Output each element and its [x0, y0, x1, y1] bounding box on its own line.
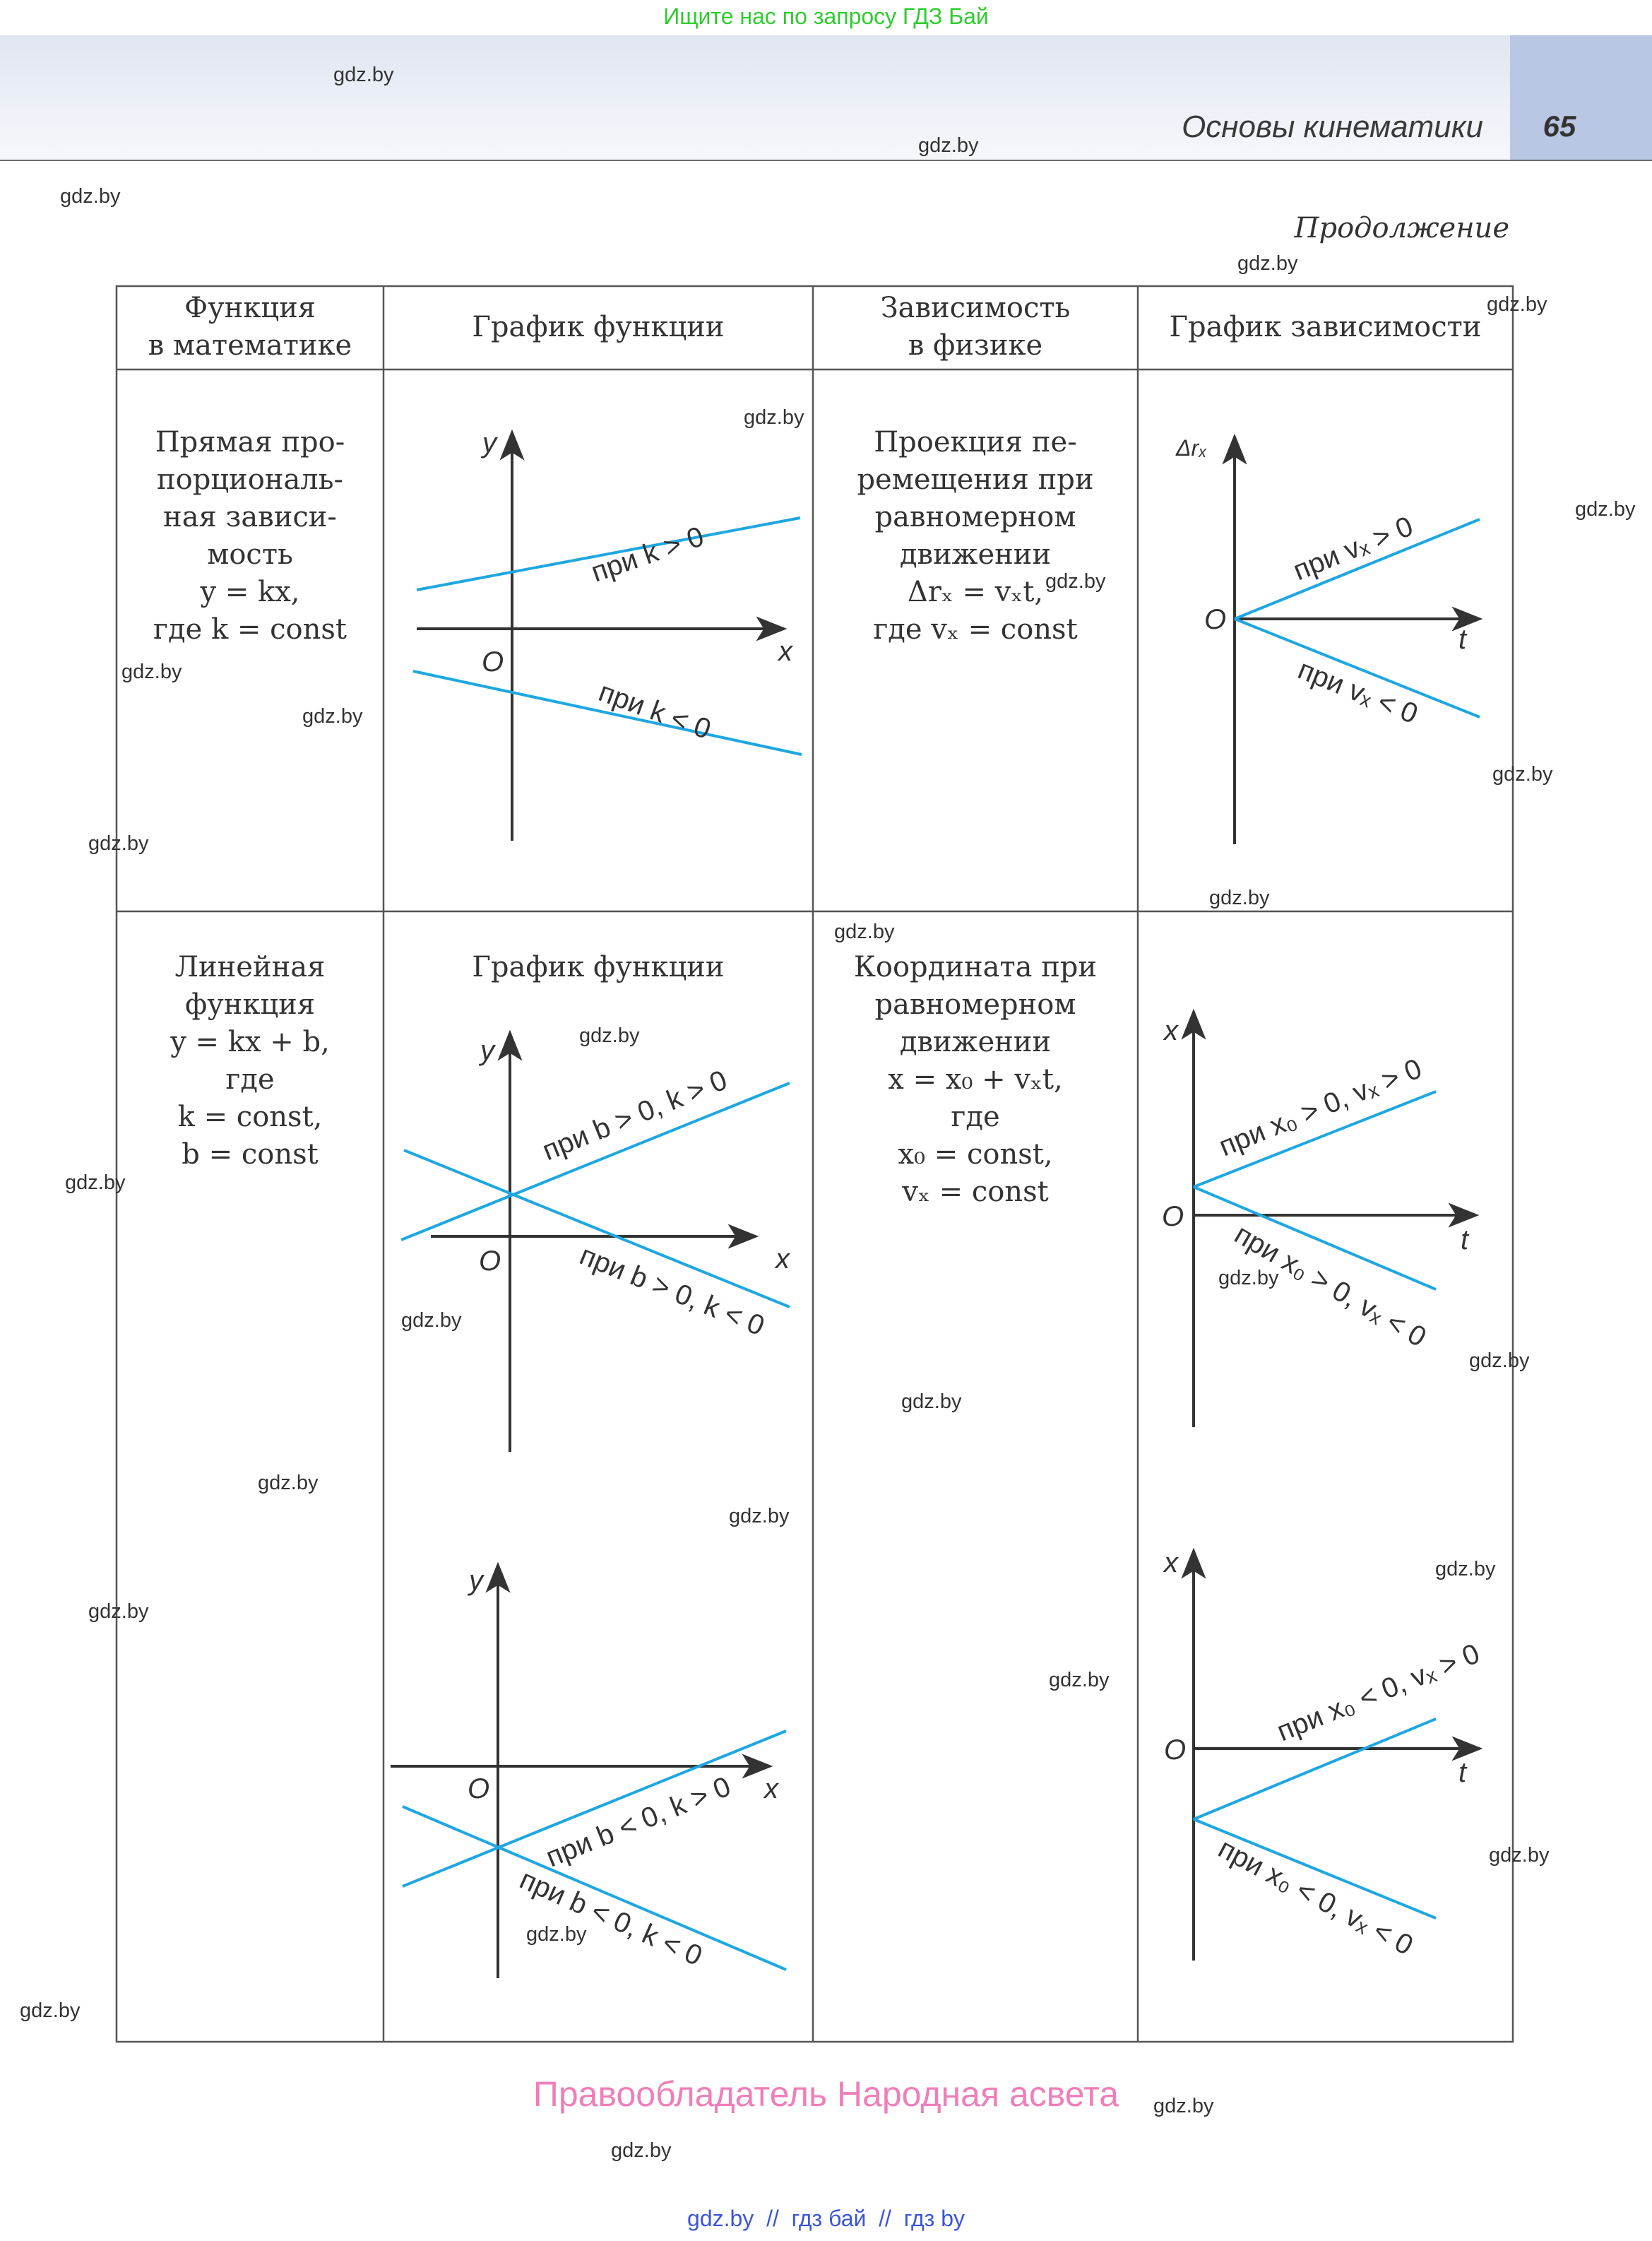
x-label: x — [1163, 1547, 1179, 1578]
top-banner[interactable]: Ищите нас по запросу ГДЗ Бай — [663, 4, 989, 29]
table-border — [115, 285, 1514, 2043]
line-x0-neg-v-pos — [1193, 1717, 1437, 1821]
label-k-negative: при k < 0 — [595, 676, 715, 745]
graph-coordinate-x0-negative: x t O при x₀ < 0, vₓ > 0 при x₀ < 0, vₓ … — [1163, 1547, 1484, 1961]
label-k-positive: при k > 0 — [588, 521, 708, 588]
label-x0-neg-v-pos: при x₀ < 0, vₓ > 0 — [1273, 1638, 1484, 1747]
row2-physics-description: Координата при равномерном движении x = … — [853, 951, 1098, 1208]
header-dependency-graph: График зависимости — [1169, 311, 1482, 343]
origin-label: O — [1204, 604, 1226, 635]
watermark: gdz.by — [579, 1024, 640, 1047]
label-b-neg-k-neg: при b < 0, k < 0 — [515, 1864, 706, 1972]
watermark: gdz.by — [1209, 887, 1270, 909]
watermark: gdz.by — [401, 1309, 462, 1332]
watermark: gdz.by — [1487, 293, 1547, 316]
header-math-function: Функция в математике — [148, 292, 352, 362]
watermark: gdz.by — [1492, 763, 1553, 786]
watermark: gdz.by — [611, 2139, 672, 2162]
watermark: gdz.by — [834, 921, 895, 943]
line-v-negative — [1234, 617, 1480, 719]
label-v-positive: при vₓ > 0 — [1289, 511, 1418, 587]
t-label: t — [1461, 1224, 1470, 1255]
copyright-notice: Правообладатель Народная асвета — [533, 2074, 1119, 2114]
watermark: gdz.by — [1489, 1844, 1550, 1867]
watermark: gdz.by — [526, 1923, 587, 1946]
watermark: gdz.by — [729, 1505, 790, 1527]
row2-graph-title: График функции — [472, 951, 725, 983]
line-b-neg-k-neg — [402, 1805, 787, 1971]
watermark: gdz.by — [901, 1390, 962, 1413]
graph-coordinate-x0-positive: x t O при x₀ > 0, vₓ > 0 при x₀ > 0, vₓ … — [1162, 1008, 1480, 1427]
page-title: Основы кинематики — [1182, 110, 1483, 144]
t-label: t — [1458, 624, 1468, 655]
row2-math-description: Линейная функция y = kx + b, где k = con… — [170, 951, 330, 1171]
row1-physics-description: Проекция пе- ремещения при равномерном д… — [857, 426, 1094, 646]
line-b-pos-k-neg — [403, 1149, 790, 1308]
delta-r-label: Δrₓ — [1175, 435, 1207, 461]
header-band — [0, 35, 1652, 161]
line-v-positive — [1234, 518, 1480, 620]
graph-linear-b-positive: y x O при b > 0, k > 0 при b > 0, k < 0 — [400, 1029, 791, 1452]
row1-math-description: Прямая про- порциональ- ная зависи- мост… — [153, 426, 347, 646]
footer-links[interactable]: gdz.by // гдз бай // гдз by — [687, 2206, 965, 2231]
x-label: x — [763, 1773, 780, 1804]
label-v-negative: при vₓ < 0 — [1294, 654, 1422, 731]
x-label: x — [777, 636, 794, 667]
graph-proportional: y x O при k > 0 при k < 0 — [412, 427, 802, 841]
graph-displacement: x Δrₓ t O при vₓ > 0 при vₓ < 0 — [1175, 433, 1483, 844]
watermark: gdz.by — [1049, 1669, 1110, 1691]
line-x0-neg-v-neg — [1193, 1818, 1437, 1920]
watermark: gdz.by — [65, 1171, 126, 1194]
watermark: gdz.by — [88, 832, 149, 855]
watermark: gdz.by — [1218, 1267, 1279, 1289]
watermark: gdz.by — [121, 661, 182, 683]
watermark: gdz.by — [302, 705, 363, 728]
origin-label: O — [479, 1246, 501, 1277]
watermark: gdz.by — [20, 1999, 81, 2022]
line-x0-pos-v-pos — [1193, 1090, 1437, 1188]
label-b-pos-k-pos: при b > 0, k > 0 — [538, 1065, 732, 1167]
y-label: y — [467, 1565, 485, 1596]
line-b-neg-k-pos — [402, 1729, 787, 1888]
line-k-positive — [416, 516, 801, 591]
origin-label: O — [1162, 1201, 1184, 1232]
x-label: x — [774, 1243, 791, 1275]
watermark: gdz.by — [1153, 2095, 1214, 2117]
watermark: gdz.by — [1237, 252, 1298, 275]
watermark: gdz.by — [1045, 570, 1106, 593]
page-number-box — [1510, 35, 1652, 160]
header-physics-dependency: Зависимость в физике — [880, 292, 1071, 362]
watermark: gdz.by — [333, 64, 394, 86]
continuation-label: Продолжение — [1294, 212, 1509, 244]
t-label: t — [1458, 1757, 1468, 1788]
watermark: gdz.by — [1435, 1558, 1496, 1580]
watermark: gdz.by — [1469, 1349, 1530, 1372]
x-label: x — [1163, 1015, 1179, 1046]
header-function-graph: График функции — [472, 311, 725, 343]
origin-label: O — [482, 646, 504, 678]
page-number: 65 — [1543, 110, 1576, 143]
watermark: gdz.by — [918, 134, 979, 157]
label-b-pos-k-neg: при b > 0, k < 0 — [576, 1240, 769, 1342]
line-k-negative — [412, 670, 802, 756]
watermark: gdz.by — [744, 406, 804, 429]
line-x0-pos-v-neg — [1193, 1185, 1437, 1291]
origin-label: O — [468, 1773, 489, 1804]
label-b-neg-k-pos: при b < 0, k > 0 — [542, 1771, 735, 1874]
y-label: y — [478, 1035, 497, 1066]
graph-linear-b-negative: y x O при b < 0, k > 0 при b < 0, k < 0 — [391, 1561, 787, 1978]
watermark: gdz.by — [60, 185, 121, 208]
y-label: y — [480, 427, 499, 459]
watermark: gdz.by — [88, 1600, 149, 1623]
line-b-pos-k-pos — [400, 1082, 790, 1241]
origin-label: O — [1164, 1734, 1186, 1766]
watermark: gdz.by — [1575, 498, 1636, 521]
table-grid — [115, 285, 1514, 2043]
watermark: gdz.by — [258, 1472, 319, 1494]
